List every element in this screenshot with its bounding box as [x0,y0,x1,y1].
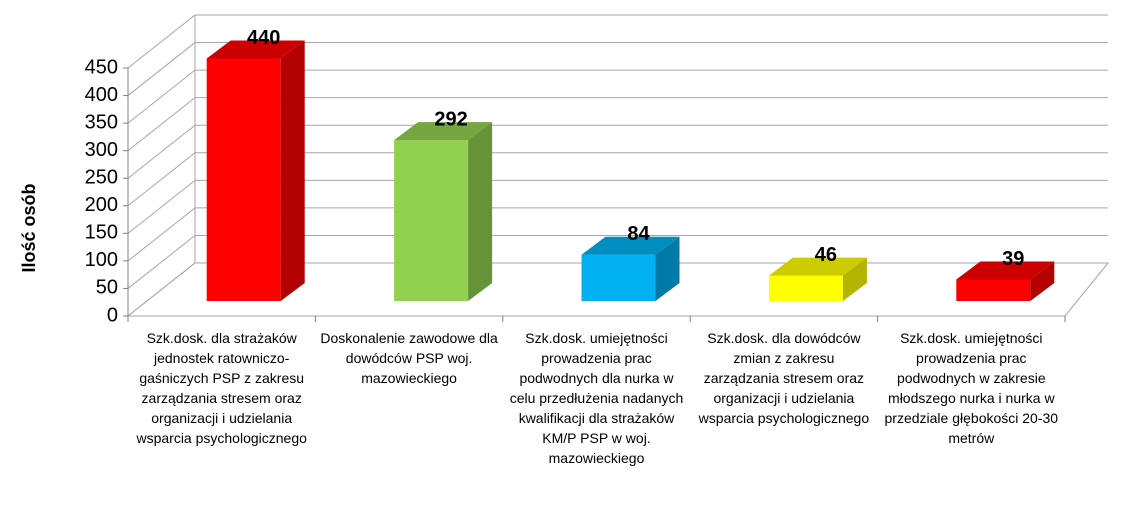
grid-line [127,124,1108,179]
bar-top [581,236,680,255]
x-tick-label: Szk.dosk. dla strażaków jednostek ratown… [136,330,307,446]
grid-line [127,69,1108,124]
bar-top [394,122,493,141]
bar-side [655,236,680,301]
y-axis-title: Ilość osób [19,183,39,272]
bar-side [468,122,493,301]
y-tick-label: 150 [85,222,118,244]
bar-front [394,140,469,301]
value-label: 440 [247,27,280,49]
value-label: 292 [434,108,467,130]
y-tick-label: 350 [85,111,118,133]
bar-front [581,254,656,301]
y-tick-label: 0 [107,304,118,326]
grid-line [127,152,1108,207]
grid-line [127,97,1108,152]
value-label: 39 [1002,248,1024,270]
x-tick-label: Doskonalenie zawodowe dla dowódców PSP w… [320,330,498,386]
grid-line [127,207,1108,262]
bar-front [768,275,843,301]
grid-line [127,14,1108,69]
y-tick-label: 400 [85,84,118,106]
value-label: 46 [815,244,837,266]
y-tick-label: 300 [85,139,118,161]
y-tick-label: 50 [96,277,118,299]
bar-side [842,257,867,301]
y-tick-label: 200 [85,194,118,216]
y-tick-label: 100 [85,249,118,271]
x-tick-label: Szk.dosk. dla dowódców zmian z zakresu z… [698,330,870,426]
bar-side [1030,261,1055,301]
grid-line [127,234,1108,289]
grid-line [127,42,1108,96]
grid-line [127,179,1108,234]
y-tick-label: 250 [85,167,118,189]
bar-top [956,261,1055,280]
bar-top [768,257,867,276]
y-tick-label: 450 [85,56,118,78]
x-tick-label: Szk.dosk. umiejętności prowadzenia prac … [884,330,1059,446]
value-label: 84 [627,223,650,245]
bar-front [956,279,1031,301]
bar-side [280,40,305,302]
x-tick-label: Szk.dosk. umiejętności prowadzenia prac … [509,330,684,466]
bar-top [206,40,305,59]
bar-front [206,58,281,302]
